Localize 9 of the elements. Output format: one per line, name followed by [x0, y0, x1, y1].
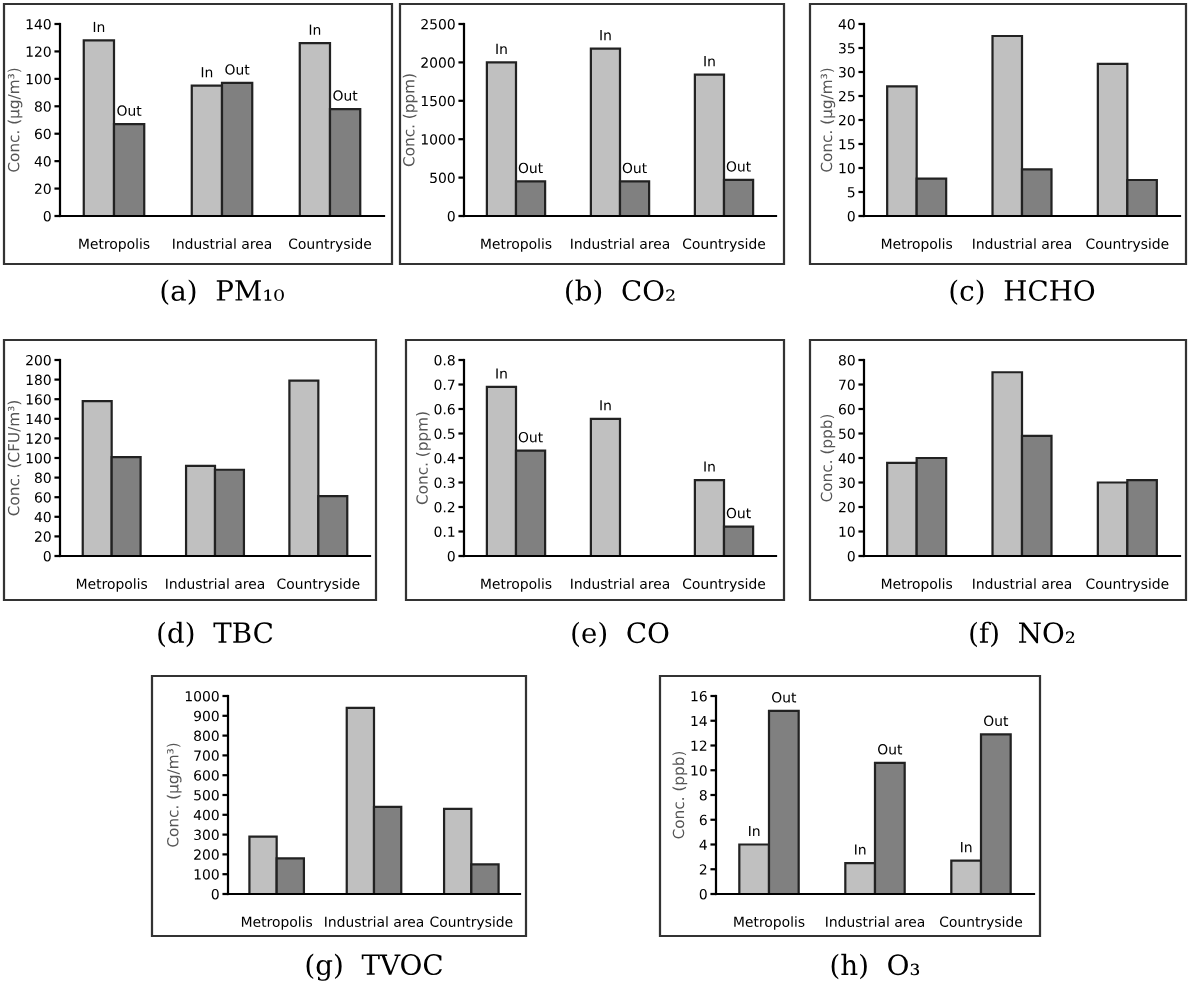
text: (e) CO	[572, 621, 669, 648]
text: (d) TBC	[158, 621, 273, 648]
text: (a) PM₁₀	[161, 279, 284, 305]
bar	[589, 417, 622, 556]
text: (b) CO₂	[566, 279, 675, 305]
text: (h) O₃	[831, 953, 920, 980]
text: (g) TVOC	[306, 953, 442, 981]
text: (f) NO₂	[970, 621, 1075, 648]
text: (c) HCHO	[950, 279, 1095, 305]
